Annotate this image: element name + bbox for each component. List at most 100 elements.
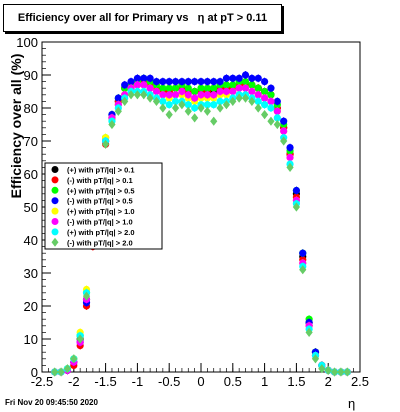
data-point <box>146 74 154 82</box>
y-tick-label: 20 <box>24 299 38 314</box>
data-point <box>203 106 211 116</box>
data-point <box>165 91 173 99</box>
legend-marker <box>51 166 59 173</box>
data-point <box>165 101 173 109</box>
data-point <box>178 78 186 86</box>
data-point <box>273 114 281 122</box>
data-point <box>222 81 231 89</box>
y-tick-label: 30 <box>24 266 38 281</box>
y-tick-label: 40 <box>24 233 38 248</box>
legend-marker <box>51 237 59 247</box>
data-point <box>171 84 180 92</box>
data-point <box>197 78 205 86</box>
data-point <box>140 90 148 100</box>
data-point <box>197 91 205 99</box>
data-point <box>267 84 275 92</box>
data-point <box>140 74 148 82</box>
data-point <box>127 90 135 100</box>
chart-title: Efficiency over all for Primary vs η at … <box>3 4 282 32</box>
data-point <box>191 87 199 96</box>
y-axis-label: Efficiency over all (%) <box>8 53 24 199</box>
y-tick-label: 10 <box>24 332 38 347</box>
data-point <box>261 110 269 120</box>
x-tick-label: -1.5 <box>94 374 116 389</box>
data-point <box>248 81 256 89</box>
data-point <box>273 97 281 105</box>
x-tick-label: 2 <box>325 374 332 389</box>
x-tick-label: 0.5 <box>224 374 242 389</box>
data-point <box>133 90 141 100</box>
data-point <box>108 119 116 130</box>
data-point <box>203 91 211 99</box>
data-point <box>165 84 173 92</box>
data-point <box>197 84 205 92</box>
data-point <box>292 202 300 212</box>
y-tick-label: 100 <box>16 35 38 50</box>
data-point <box>273 119 281 130</box>
data-point <box>152 96 161 106</box>
data-point <box>280 127 288 135</box>
data-point <box>311 354 320 364</box>
legend: (+) with pT/|q| > 0.1(-) with pT/|q| > 0… <box>44 162 163 250</box>
data-point <box>261 78 269 86</box>
data-point <box>159 97 167 105</box>
data-point <box>286 153 294 162</box>
data-point <box>165 78 173 86</box>
data-point <box>229 87 237 96</box>
data-point <box>191 113 199 123</box>
data-point <box>267 116 275 126</box>
data-point <box>184 101 192 109</box>
data-point <box>267 97 275 105</box>
data-point <box>229 81 237 89</box>
data-point <box>159 78 167 86</box>
data-point <box>280 136 288 146</box>
data-point <box>191 104 199 112</box>
data-point <box>178 87 186 96</box>
data-point <box>165 110 173 120</box>
data-point <box>273 107 281 115</box>
timestamp: Fri Nov 20 09:45:50 2020 <box>5 398 98 407</box>
data-point <box>191 78 199 86</box>
legend-label: (+) with pT/|q| > 2.0 <box>67 228 135 237</box>
data-point <box>171 78 180 86</box>
data-point <box>203 101 211 109</box>
data-point <box>248 74 256 82</box>
legend-label: (+) with pT/|q| > 1.0 <box>67 207 135 216</box>
data-point <box>222 100 231 110</box>
y-tick-label: 80 <box>24 101 38 116</box>
x-tick-label: 0 <box>197 374 204 389</box>
legend-label: (-) with pT/|q| > 0.5 <box>67 197 133 206</box>
x-tick-label: 2.5 <box>351 374 369 389</box>
data-point <box>210 84 218 92</box>
x-tick-label: -2.5 <box>31 374 53 389</box>
data-point <box>133 74 141 82</box>
data-point <box>216 97 224 105</box>
y-tick-label: 0 <box>31 365 38 380</box>
legend-marker <box>51 207 59 215</box>
data-point <box>203 84 211 92</box>
data-point <box>254 84 262 92</box>
data-point <box>70 354 78 364</box>
data-point <box>241 71 250 79</box>
y-tick-label: 90 <box>24 68 38 83</box>
data-point <box>140 81 148 89</box>
data-point <box>305 327 313 337</box>
legend-label: (+) with pT/|q| > 0.1 <box>67 166 135 175</box>
data-point <box>210 78 218 86</box>
data-point <box>254 97 262 105</box>
data-point <box>241 93 250 103</box>
data-point <box>261 101 269 109</box>
data-point <box>324 365 332 375</box>
legend-label: (-) with pT/|q| > 1.0 <box>67 218 133 227</box>
data-point <box>127 78 135 86</box>
x-tick-label: -2 <box>68 374 80 389</box>
data-point <box>248 87 256 96</box>
legend-label: (-) with pT/|q| > 0.1 <box>67 176 133 185</box>
data-point <box>152 87 161 96</box>
data-point <box>254 74 262 82</box>
x-axis-label: η <box>348 396 356 411</box>
data-point <box>63 364 72 374</box>
data-point <box>235 93 243 103</box>
data-point <box>254 91 262 99</box>
data-point <box>146 93 154 103</box>
